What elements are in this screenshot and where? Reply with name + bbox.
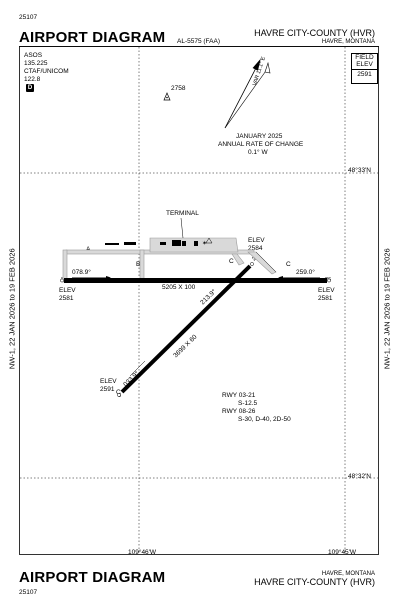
footer-city-state: HAVRE, MONTANA [321,571,375,577]
terminal-leader [180,217,184,239]
rwy-21-elev-value: 2584 [248,245,263,252]
footer-title: AIRPORT DIAGRAM [19,569,166,586]
d-symbol-badge: D [26,84,34,92]
header-doc-number: 25107 [19,14,38,21]
rwy-03-elev-value: 2591 [100,386,115,393]
runway-03-21 [120,264,252,394]
field-elevation-box: FIELD ELEV 2591 [351,53,378,84]
asos-frequency: 135.225 [24,60,48,67]
rwy-08-heading: 078.9° [72,269,91,276]
rwy-26-heading: 259.0° [296,269,315,276]
chart-id: AL-5575 (FAA) [177,38,220,45]
chart-frame [19,46,379,555]
rwy-08-elev-label: ELEV [59,287,76,294]
variation-date: JANUARY 2025 [236,133,283,140]
taxiway-c-label-3: C [116,389,121,396]
rwy-03-end-marker [117,393,121,397]
runway-08-26 [64,278,327,283]
header-city-state: HAVRE, MONTANA [321,39,375,45]
rwy-08-end-marker [60,278,64,283]
rwy-08-elev-value: 2581 [59,295,74,302]
taxiway-c-label-1: C [229,258,234,265]
beacon-icon: ✶ [202,240,207,247]
variation-rate-value: 0.1° W [248,149,268,156]
strength-row1-label: RWY 03-21 [222,392,256,399]
latitude-north-label: 48°33'N [348,167,371,174]
rwy-26-elev-label: ELEV [318,287,335,294]
obstacle-elevation: 2758 [171,85,186,92]
strength-row1-value: S-12.5 [238,400,258,407]
variation-rate-label: ANNUAL RATE OF CHANGE [218,141,304,148]
terminal-label: TERMINAL [166,210,199,217]
header-title: AIRPORT DIAGRAM [19,29,166,46]
obstacle-icon [163,92,171,101]
rwy-26-arrowhead-icon [278,276,283,279]
longitude-east-label: 109°45'W [328,549,357,556]
rwy-21-heading-arrow [214,284,229,299]
taxiway-c-connector [255,251,277,273]
field-elev-value: 2591 [352,69,377,78]
rwy-21-end-marker [250,262,254,266]
field-elev-line1: FIELD [355,54,374,61]
taxiway-b-label: B [136,261,141,268]
field-elev-line2: ELEV [356,61,373,69]
rwy-21-elev-label: ELEV [248,237,265,244]
strength-row2-label: RWY 08-26 [222,408,256,415]
longitude-west-label: 109°46'W [128,549,157,556]
taxiway-c-label-2: C [286,261,291,268]
taxiway-a-label: A [86,246,91,253]
tower-icon [205,237,213,244]
parallel-taxiway [62,249,277,283]
north-arrow-icon [224,58,271,129]
ctaf-label: CTAF/UNICOM [24,68,69,75]
rwy-08-arrowhead-icon [106,276,111,279]
rwy-03-elev-label: ELEV [100,378,117,385]
apron [105,237,239,253]
strength-row2-value: S-30, D-40, 2D-50 [238,416,291,423]
asos-label: ASOS [24,52,43,59]
rwy-03-heading-arrow [129,360,146,377]
footer-airport-name: HAVRE CITY-COUNTY (HVR) [254,577,375,587]
ctaf-frequency: 122.8 [24,76,41,83]
rwy-26-end-marker [327,278,331,283]
footer-doc-number: 25107 [19,589,38,596]
latitude-south-label: 48°32'N [348,473,371,480]
rwy-26-elev-value: 2581 [318,295,333,302]
header-airport-name: HAVRE CITY-COUNTY (HVR) [254,28,375,38]
rwy-08-26-dimensions: 5205 X 100 [162,284,196,291]
